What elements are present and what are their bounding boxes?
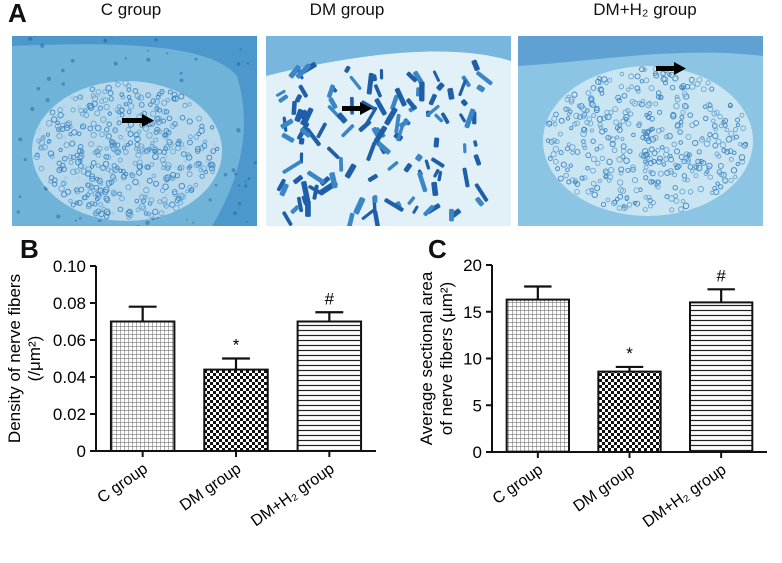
y-axis-label: Density of nerve fibers(/μm²) bbox=[5, 274, 44, 443]
chart-b: B 0 0.02 0.04 0.06 0.08 0.10 Density of nerve … bbox=[0, 234, 390, 558]
micrograph-dm-h2-group bbox=[518, 36, 763, 226]
bar bbox=[296, 320, 363, 452]
x-tick-label: C group bbox=[490, 461, 546, 508]
arrow-icon bbox=[656, 62, 686, 75]
bar bbox=[203, 368, 269, 453]
y-axis-label: Average sectional areaof nerve fibers (μ… bbox=[417, 271, 456, 445]
y-tick-label: 0 bbox=[473, 443, 482, 462]
arrow-icon bbox=[342, 102, 372, 115]
significance-mark: * bbox=[233, 336, 240, 355]
y-tick-label: 5 bbox=[473, 396, 482, 415]
bar bbox=[505, 298, 570, 453]
bar bbox=[597, 370, 662, 453]
significance-mark: # bbox=[325, 289, 335, 308]
photo-title-dm-h2-group: DM+H₂ group bbox=[593, 0, 697, 19]
bar bbox=[689, 301, 754, 454]
y-tick-label: 0 bbox=[77, 442, 86, 461]
photo-title-c-group: C group bbox=[100, 0, 162, 19]
photo-title-dm-group: DM group bbox=[309, 0, 385, 19]
y-tick-label: 0.10 bbox=[53, 257, 86, 276]
panel-c-label: C bbox=[428, 234, 447, 264]
chart-c-svg: 0 5 10 15 20 Average sectional areaof nerve f… bbox=[417, 256, 767, 531]
panel-a-label: A bbox=[8, 0, 27, 28]
x-tick-label: DM+H₂ group bbox=[248, 460, 338, 530]
x-tick-label: DM group bbox=[177, 460, 244, 514]
bar bbox=[109, 320, 176, 452]
y-tick-label: 15 bbox=[463, 303, 482, 322]
y-tick-label: 10 bbox=[463, 350, 482, 369]
y-tick-label: 0.04 bbox=[53, 368, 86, 387]
x-tick-label: C group bbox=[95, 460, 151, 507]
arrow-icon bbox=[122, 114, 154, 127]
significance-mark: * bbox=[626, 344, 633, 363]
significance-mark: # bbox=[716, 266, 726, 285]
micrograph-dm-group bbox=[266, 36, 511, 226]
micrograph-dm-h2-svg bbox=[518, 36, 763, 226]
y-tick-label: 0.06 bbox=[53, 331, 86, 350]
micrograph-dm-svg bbox=[266, 36, 511, 226]
chart-b-svg: 0 0.02 0.04 0.06 0.08 0.10 Density of nerve fi… bbox=[5, 257, 376, 530]
y-tick-label: 0.02 bbox=[53, 405, 86, 424]
chart-c: C 0 5 10 15 20 Average sectional areaof nerve… bbox=[392, 234, 782, 558]
micrograph-c-svg bbox=[12, 36, 257, 226]
x-tick-label: DM group bbox=[570, 461, 637, 515]
y-tick-label: 20 bbox=[463, 256, 482, 275]
y-tick-label: 0.08 bbox=[53, 294, 86, 313]
x-tick-label: DM+H₂ group bbox=[640, 461, 730, 531]
panel-b-label: B bbox=[20, 234, 39, 264]
micrograph-c-group bbox=[12, 36, 257, 226]
